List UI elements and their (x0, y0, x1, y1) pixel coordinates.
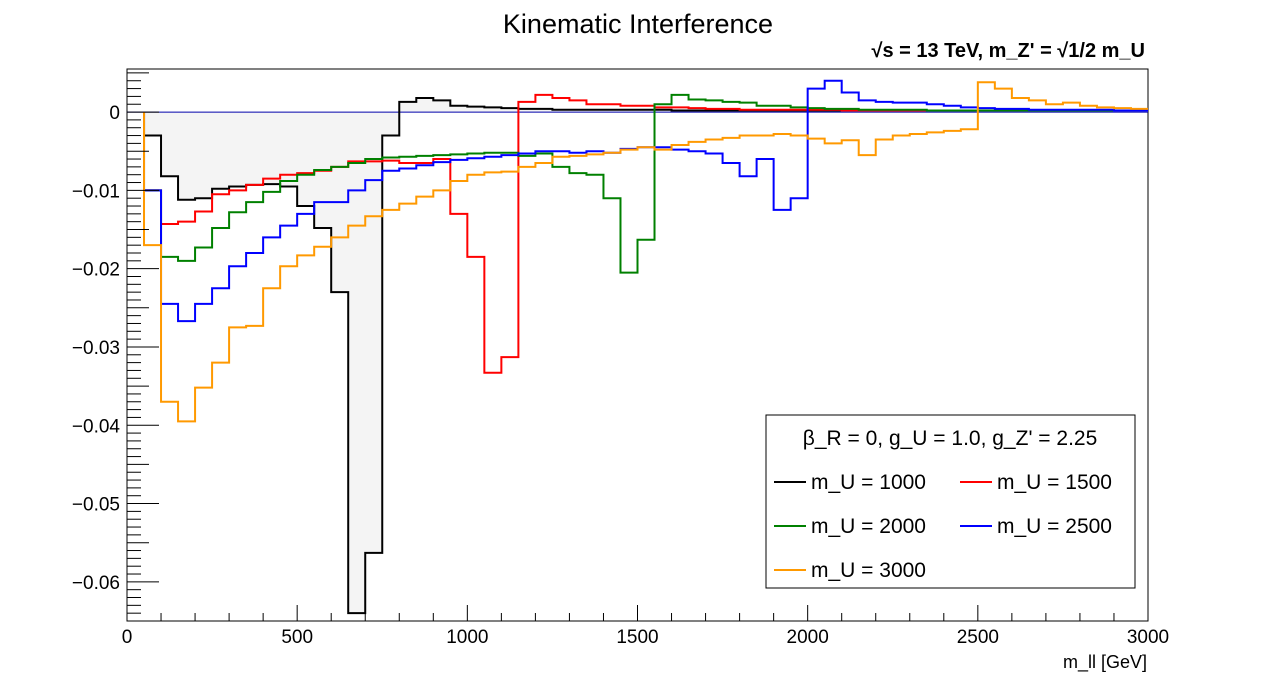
x-axis: 0 500 1000 1500 2000 2500 3000 (122, 605, 1169, 648)
x-tick-label: 1000 (446, 627, 488, 648)
y-tick-label: −0.04 (72, 416, 121, 437)
legend-box (765, 414, 1136, 589)
series-fill-m-u-1000 (144, 97, 1148, 614)
chart-subtitle: √s = 13 TeV, m_Z' = √1/2 m_U (871, 40, 1145, 62)
legend-label: m_U = 2000 (811, 515, 926, 538)
series-line-m-u-3000 (143, 81, 1148, 423)
x-tick-label: 1500 (616, 627, 658, 648)
plot-area (126, 68, 1149, 622)
legend: β_R = 0, g_U = 1.0, g_Z' = 2.25 m_U = 10… (765, 414, 1136, 589)
y-tick-label: −0.05 (72, 495, 120, 516)
chart-title: Kinematic Interference (503, 9, 773, 39)
y-tick-label: −0.03 (72, 338, 120, 359)
y-tick-label: −0.02 (72, 260, 120, 281)
legend-label: m_U = 1500 (997, 471, 1112, 494)
series-line-m-u-2000 (143, 93, 1148, 274)
legend-label: m_U = 1000 (811, 471, 926, 494)
x-tick-label: 500 (281, 627, 313, 648)
legend-header: β_R = 0, g_U = 1.0, g_Z' = 2.25 (803, 427, 1098, 450)
y-tick-label: −0.01 (72, 181, 120, 202)
x-tick-label: 2500 (957, 627, 999, 648)
y-axis: 0 −0.01 −0.02 −0.03 −0.04 −0.05 −0.06 (72, 72, 159, 622)
legend-label: m_U = 2500 (997, 515, 1112, 538)
x-tick-label: 2000 (787, 627, 829, 648)
x-tick-label: 0 (122, 627, 133, 648)
y-tick-label: −0.06 (72, 573, 120, 594)
x-axis-label: m_ll [GeV] (1063, 652, 1147, 673)
legend-label: m_U = 3000 (811, 559, 926, 582)
x-tick-label: 3000 (1127, 627, 1169, 648)
y-tick-label: 0 (109, 103, 120, 124)
